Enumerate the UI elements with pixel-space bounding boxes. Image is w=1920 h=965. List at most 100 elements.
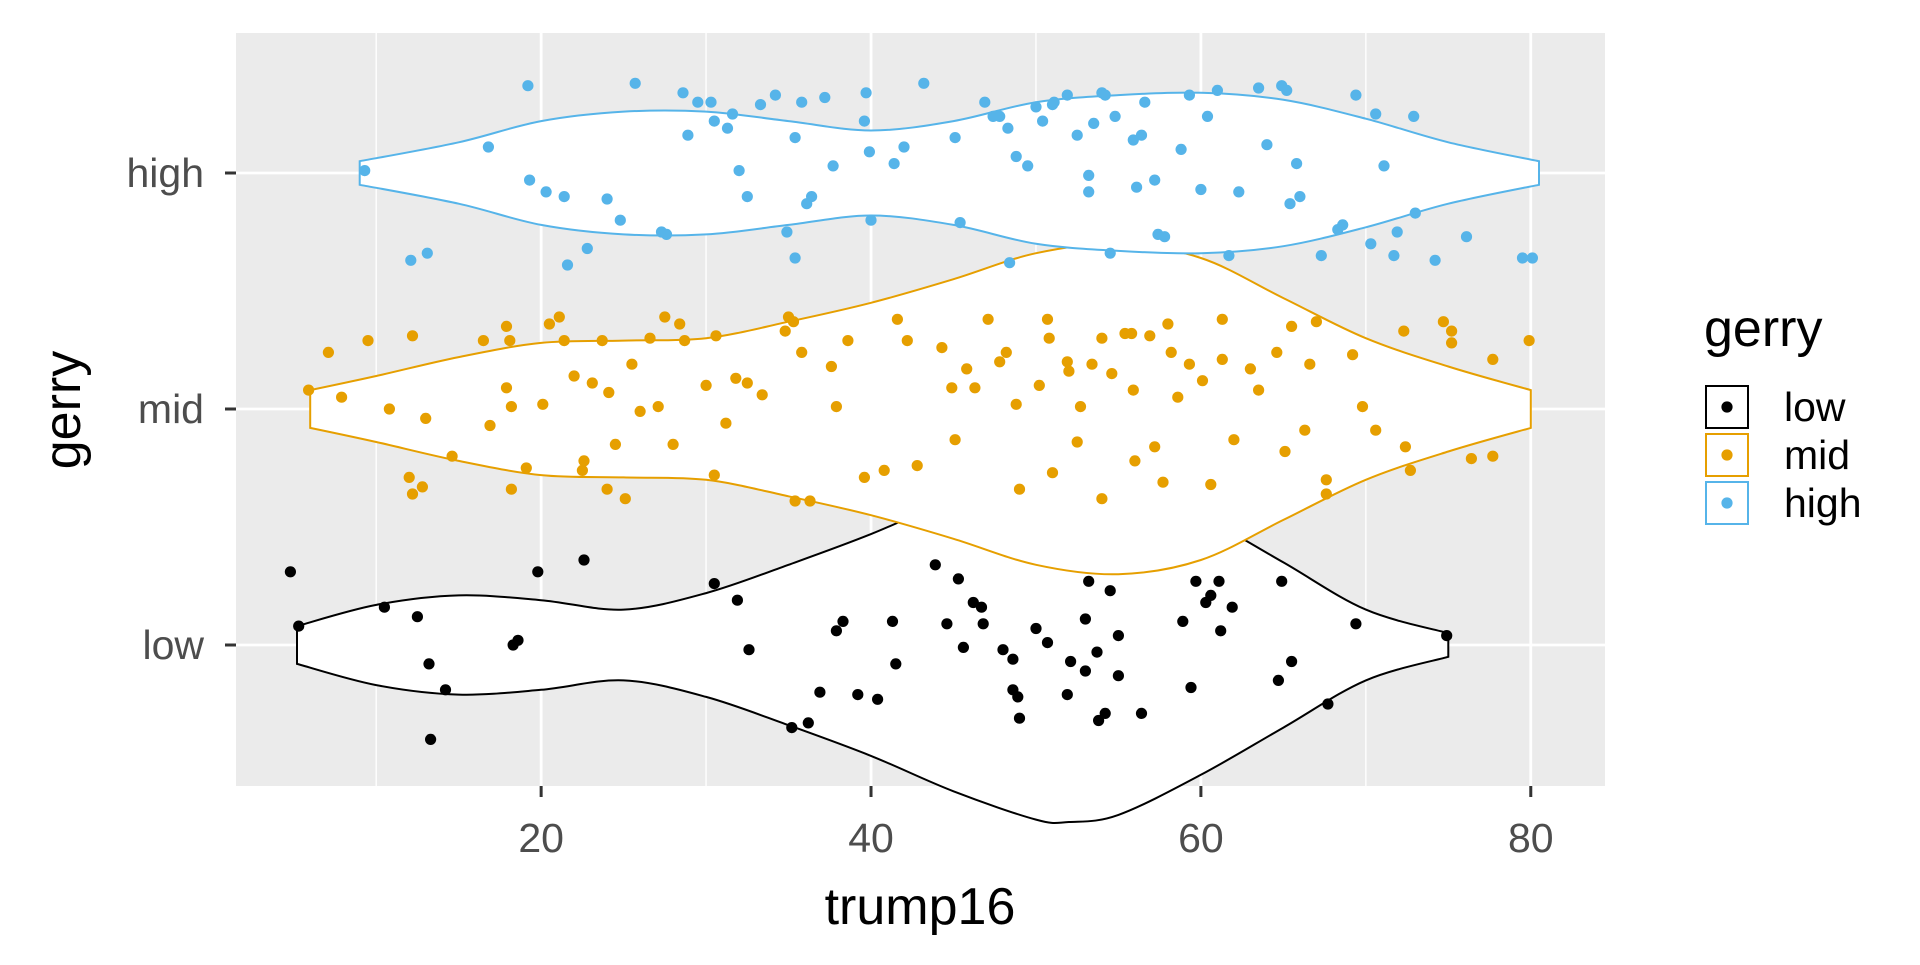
data-point-high [482, 141, 494, 153]
data-point-mid [901, 335, 913, 347]
data-point-mid [1399, 441, 1411, 453]
data-point-mid [1010, 398, 1022, 410]
data-point-mid [969, 382, 981, 394]
data-point-low [293, 620, 305, 632]
data-point-high [708, 115, 720, 127]
data-point-low [425, 733, 437, 746]
data-point-low [423, 658, 435, 670]
data-point-low [1226, 601, 1238, 613]
data-point-mid [756, 389, 768, 401]
data-point-mid [1074, 401, 1087, 413]
data-point-mid [626, 358, 638, 370]
data-point-high [1211, 84, 1223, 96]
data-point-mid [406, 488, 419, 500]
data-point-mid [787, 316, 800, 328]
data-point-mid [1183, 358, 1195, 370]
data-point-mid [659, 311, 671, 323]
data-point-mid [710, 330, 722, 342]
data-point-high [726, 108, 739, 120]
data-point-mid [1487, 353, 1499, 365]
data-point-low [1013, 712, 1026, 724]
data-point-high [1061, 89, 1073, 101]
data-point-high [733, 165, 745, 177]
data-point-mid [505, 401, 517, 413]
legend-label-mid: mid [1784, 432, 1850, 478]
data-point-mid [949, 434, 961, 446]
y-axis-title: gerry [34, 351, 92, 469]
data-point-low [872, 693, 884, 705]
legend-item-low: low [1705, 384, 1846, 430]
data-point-high [1284, 198, 1296, 210]
data-point-low [886, 615, 899, 628]
data-point-mid [700, 379, 712, 391]
data-point-high [858, 115, 871, 127]
data-point-high [1370, 108, 1382, 120]
data-point-high [1099, 89, 1111, 101]
data-point-mid [1096, 493, 1108, 505]
data-point-low [439, 684, 452, 696]
data-point-high [1223, 250, 1235, 262]
data-point-low [1030, 622, 1042, 635]
data-point-high [405, 254, 417, 266]
data-point-mid [1271, 346, 1283, 358]
data-point-low [1135, 707, 1148, 720]
violin-high [358, 91, 1540, 255]
data-point-low [1012, 691, 1024, 703]
legend-label-low: low [1784, 384, 1846, 430]
data-point-mid [891, 313, 904, 325]
data-point-low [1007, 653, 1019, 665]
data-point-high [660, 228, 673, 240]
data-point-high [721, 122, 734, 134]
data-point-mid [1071, 436, 1083, 448]
data-point-mid [403, 471, 415, 483]
data-point-mid [543, 318, 556, 330]
data-point-mid [936, 342, 948, 354]
data-point-low [941, 618, 953, 630]
series-layer [284, 77, 1540, 825]
data-point-mid [1465, 453, 1477, 465]
data-point-high [1315, 250, 1327, 262]
data-point-mid [741, 377, 753, 389]
data-point-mid [1216, 313, 1228, 325]
data-point-high [1183, 89, 1195, 101]
data-point-mid [779, 325, 791, 337]
data-point-high [692, 96, 704, 108]
data-point-high [1022, 160, 1034, 172]
data-point-mid [446, 450, 458, 462]
data-point-mid [1205, 478, 1217, 491]
data-point-high [561, 259, 574, 271]
data-point-high [741, 191, 753, 203]
data-point-mid [946, 382, 958, 394]
series-mid [303, 242, 1535, 576]
data-point-high [1030, 101, 1042, 113]
data-point-high [860, 87, 872, 99]
data-point-high [1408, 110, 1420, 122]
data-point-low [852, 689, 864, 701]
data-point-mid [796, 346, 808, 358]
data-point-high [1048, 96, 1060, 108]
data-point-mid [520, 462, 532, 474]
data-point-low [378, 601, 390, 613]
data-point-mid [1370, 424, 1382, 436]
data-point-high [819, 91, 831, 104]
data-point-low [1205, 589, 1217, 602]
data-point-high [1388, 250, 1400, 262]
data-point-low [1112, 630, 1124, 642]
data-point-high [898, 141, 910, 153]
data-point-mid [667, 438, 679, 450]
data-point-low [1083, 575, 1095, 587]
x-tick-label: 40 [848, 815, 894, 861]
data-point-mid [1106, 368, 1118, 380]
data-point-mid [911, 460, 923, 472]
data-point-mid [994, 356, 1006, 368]
data-point-high [863, 146, 876, 158]
data-point-high [540, 186, 552, 198]
data-point-high [1139, 96, 1151, 108]
data-point-high [1109, 110, 1121, 122]
data-point-mid [596, 335, 608, 347]
data-point-mid [644, 332, 656, 344]
data-point-low [1061, 689, 1073, 701]
data-point-high [865, 214, 877, 226]
data-point-high [1159, 231, 1171, 243]
